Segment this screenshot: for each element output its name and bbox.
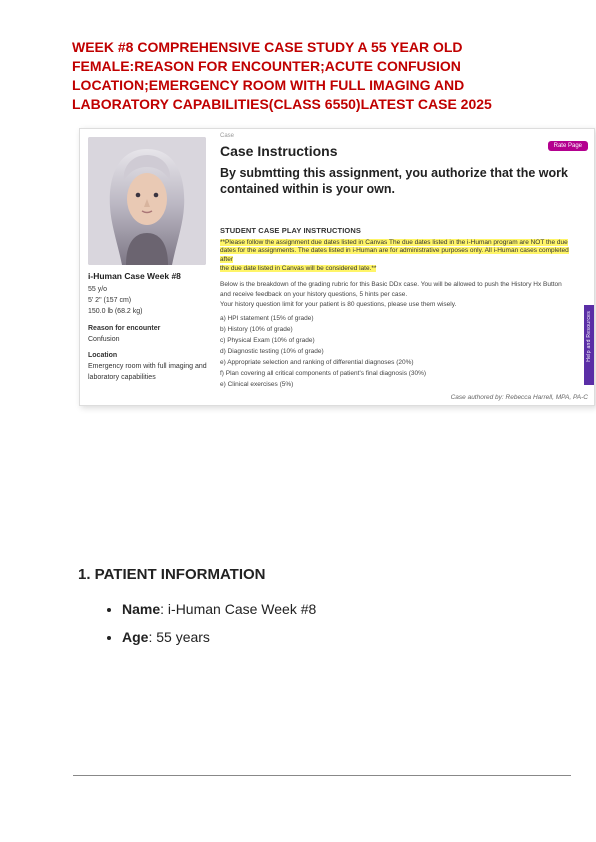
authored-by: Case authored by: Rebecca Harrell, MPA, …: [451, 394, 588, 401]
rubric-d: d) Diagnostic testing (10% of grade): [220, 346, 572, 357]
rubric-e: e) Appropriate selection and ranking of …: [220, 357, 572, 368]
main-title: WEEK #8 COMPREHENSIVE CASE STUDY A 55 YE…: [72, 38, 512, 114]
highlight-line-2: dates for the assignments. The dates lis…: [220, 247, 569, 263]
list-item: Name: i-Human Case Week #8: [122, 601, 518, 617]
case-instructions-title: Case Instructions: [220, 143, 572, 159]
help-resources-label: Help and Resources: [586, 311, 592, 362]
page: WEEK #8 COMPREHENSIVE CASE STUDY A 55 YE…: [0, 0, 596, 842]
meta-location: Emergency room with full imaging and lab…: [88, 362, 210, 384]
help-resources-tab[interactable]: Help and Resources: [584, 305, 595, 385]
item-label: Name: [122, 601, 160, 617]
item-value: : i-Human Case Week #8: [160, 601, 316, 617]
case-meta-title: i-Human Case Week #8: [88, 271, 210, 281]
meta-height: 5' 2" (157 cm): [88, 296, 210, 307]
meta-weight: 150.0 lb (68.2 kg): [88, 307, 210, 318]
left-column: i-Human Case Week #8 55 y/o 5' 2" (157 c…: [80, 129, 214, 405]
instruction-2: Your history question limit for your pat…: [220, 300, 572, 310]
highlight-line-1: **Please follow the assignment due dates…: [220, 239, 568, 246]
highlight-line-3: the due date listed in Canvas will be co…: [220, 265, 376, 272]
rubric-f: f) Plan covering all critical components…: [220, 368, 572, 379]
case-instructions-sub: By submtting this assignment, you author…: [220, 165, 572, 198]
case-screenshot: Case Rate Page: [79, 128, 595, 406]
list-item: Age: 55 years: [122, 629, 518, 645]
divider: [73, 775, 571, 776]
section-heading: 1. PATIENT INFORMATION: [78, 566, 518, 583]
meta-location-label: Location: [88, 351, 210, 362]
avatar-icon: [88, 137, 206, 265]
meta-age: 55 y/o: [88, 285, 210, 296]
rubric-g: e) Clinical exercises (5%): [220, 379, 572, 390]
item-value: : 55 years: [148, 629, 209, 645]
patient-info-section: 1. PATIENT INFORMATION Name: i-Human Cas…: [78, 566, 518, 657]
rubric-c: c) Physical Exam (10% of grade): [220, 335, 572, 346]
student-instructions-header: STUDENT CASE PLAY INSTRUCTIONS: [220, 226, 572, 235]
patient-avatar: [88, 137, 206, 265]
item-label: Age: [122, 629, 148, 645]
patient-info-list: Name: i-Human Case Week #8 Age: 55 years: [78, 601, 518, 645]
rubric: a) HPI statement (15% of grade) b) Histo…: [220, 313, 572, 390]
case-meta: i-Human Case Week #8 55 y/o 5' 2" (157 c…: [88, 271, 210, 384]
instruction-1: Below is the breakdown of the grading ru…: [220, 280, 572, 301]
breadcrumb: Case: [220, 133, 234, 139]
meta-reason-label: Reason for encounter: [88, 324, 210, 335]
right-column: Case Instructions By submtting this assi…: [220, 143, 572, 390]
meta-reason: Confusion: [88, 335, 210, 346]
rubric-a: a) HPI statement (15% of grade): [220, 313, 572, 324]
rubric-b: b) History (10% of grade): [220, 324, 572, 335]
highlighted-block: **Please follow the assignment due dates…: [220, 239, 572, 274]
